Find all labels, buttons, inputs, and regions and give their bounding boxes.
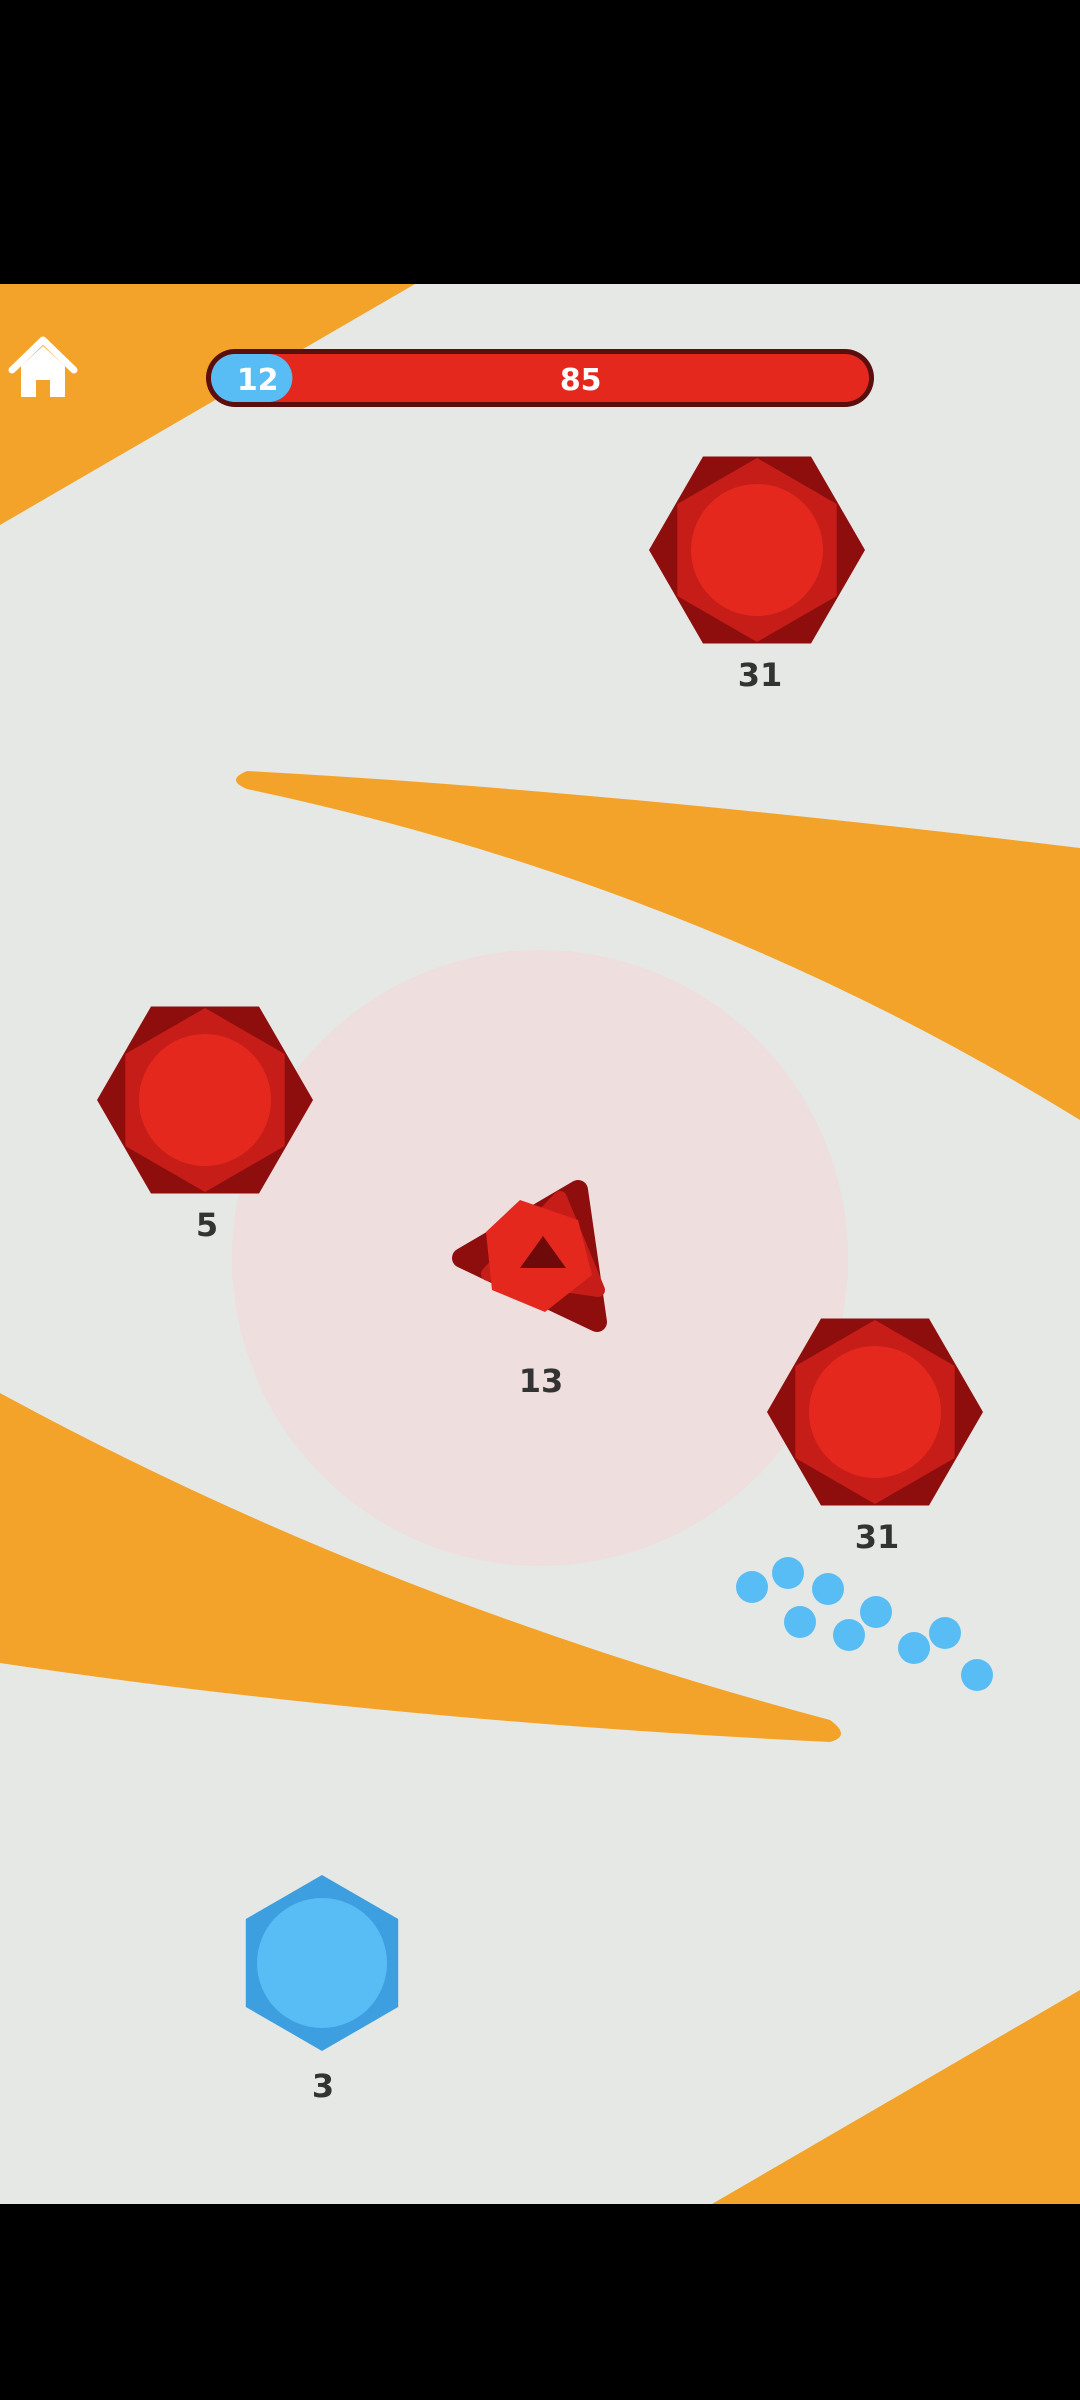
red-base-right-count: 31 <box>855 1518 900 1556</box>
barrier-bottom-right <box>712 1990 1080 2204</box>
blue-unit <box>833 1619 865 1651</box>
blue-unit <box>860 1596 892 1628</box>
score-bar: 12 85 <box>206 349 874 407</box>
score-bar-blue-segment <box>211 354 293 402</box>
red-base-left-count: 5 <box>196 1206 218 1244</box>
red-base-top-core <box>691 484 823 616</box>
red-score: 85 <box>560 363 602 398</box>
red-base-top[interactable]: 31 <box>649 456 865 695</box>
barrier-lower-left <box>0 1393 841 1742</box>
blue-unit <box>929 1617 961 1649</box>
red-base-right-core <box>809 1346 941 1478</box>
blue-unit <box>772 1557 804 1589</box>
red-player-count: 13 <box>519 1362 564 1400</box>
red-base-left-core <box>139 1034 271 1166</box>
blue-base-bottom[interactable]: 3 <box>245 1875 399 2105</box>
blue-unit <box>898 1632 930 1664</box>
red-player-tower[interactable]: 13 <box>452 1180 607 1400</box>
bottom-letterbox <box>0 2204 1080 2400</box>
barrier-upper-right <box>236 771 1080 1120</box>
blue-unit <box>784 1606 816 1638</box>
red-base-right[interactable]: 31 <box>767 1318 983 1557</box>
blue-base-count: 3 <box>312 2067 334 2105</box>
red-base-left[interactable]: 5 <box>97 1006 313 1245</box>
blue-units-group <box>736 1557 993 1691</box>
blue-unit <box>961 1659 993 1691</box>
blue-unit <box>736 1571 768 1603</box>
red-base-top-count: 31 <box>738 656 783 694</box>
home-button[interactable] <box>0 320 90 410</box>
blue-unit <box>812 1573 844 1605</box>
top-letterbox <box>0 0 1080 284</box>
score-bar-red-segment <box>211 354 869 402</box>
home-icon <box>8 336 78 397</box>
red-player-center-triangle <box>520 1236 566 1268</box>
barrier-top-left <box>0 284 415 525</box>
blue-score: 12 <box>237 363 279 398</box>
blue-base-core <box>257 1898 387 2028</box>
